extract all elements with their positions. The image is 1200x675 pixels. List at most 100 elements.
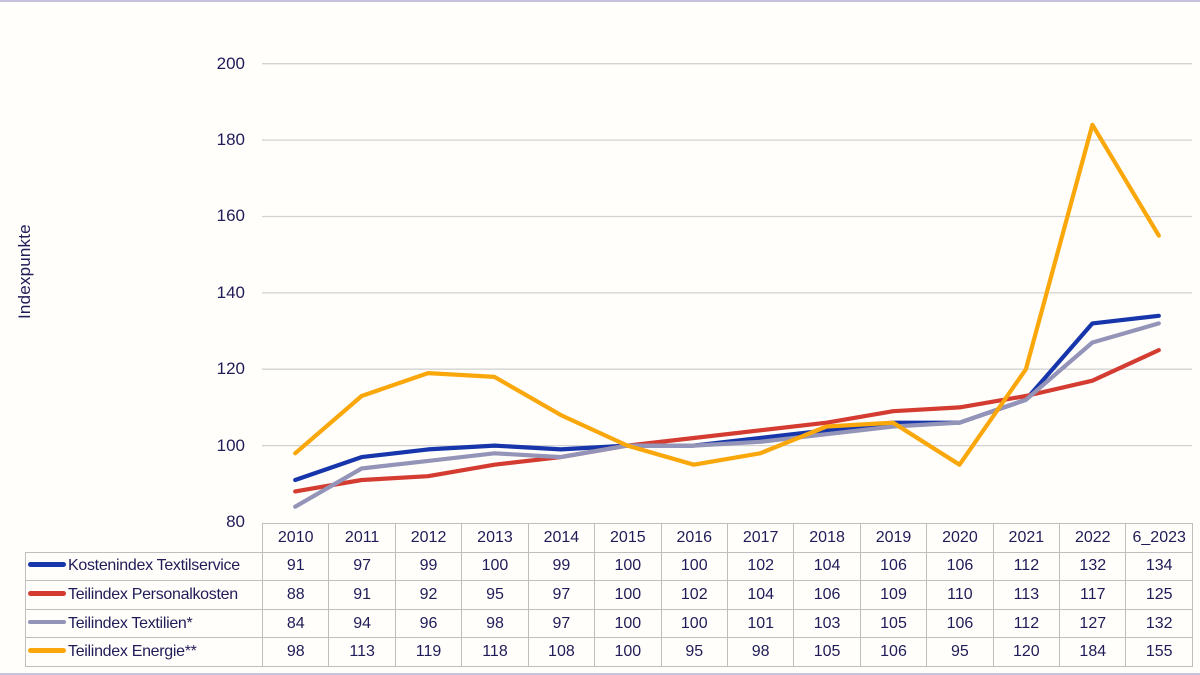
series-line-3 [293,122,1161,467]
value-cell: 118 [461,637,529,667]
y-axis-tick-label: 160 [216,206,245,226]
value-cell: 112 [992,608,1061,639]
value-cell: 100 [660,551,728,582]
year-header-cell: 2016 [660,523,728,553]
y-axis-tick-label: 180 [216,130,245,150]
value-cell: 102 [726,551,795,582]
y-axis-tick-label: 100 [216,435,245,455]
value-cell: 106 [793,580,861,610]
legend-label: Teilindex Personalkosten [68,585,238,603]
table-row: Kostenindex Textilservice 91 97 99 100 99 100 1… [25,551,1193,582]
value-cell: 100 [461,551,529,582]
value-cell: 98 [726,637,795,667]
value-cell: 105 [859,608,928,639]
table-corner-cell [26,524,263,553]
value-cell: 184 [1059,637,1127,667]
value-cell: 98 [261,637,330,667]
value-cell: 155 [1125,637,1193,667]
legend-swatch [28,562,66,567]
value-cell: 106 [926,608,994,639]
value-cell: 134 [1125,551,1193,582]
value-cell: 98 [461,608,529,639]
year-header-cell: 2017 [726,523,795,553]
value-cell: 106 [926,551,994,582]
value-cell: 104 [793,551,861,582]
value-cell: 100 [660,608,728,639]
value-cell: 102 [660,580,728,610]
legend-swatch [28,591,66,596]
legend-cell: Teilindex Textilien* [25,608,263,639]
year-header-cell: 2014 [527,523,596,553]
series-line-1 [293,348,1161,494]
value-cell: 113 [992,580,1061,610]
value-cell: 104 [726,580,795,610]
year-header-cell: 2022 [1059,523,1127,553]
value-cell: 112 [992,551,1061,582]
value-cell: 99 [527,551,596,582]
value-cell: 117 [1059,580,1127,610]
value-cell: 100 [594,580,662,610]
value-cell: 95 [461,580,529,610]
year-header-cell: 2019 [859,523,928,553]
legend-cell: Teilindex Personalkosten [25,580,263,610]
table-header-row: 2010 2011 2012 2013 2014 2015 2016 2017 2018 2019… [26,523,1193,553]
legend-label: Teilindex Energie** [68,643,197,661]
year-header-cell: 2011 [328,523,396,553]
value-cell: 127 [1059,608,1127,639]
y-axis-tick-label: 200 [216,53,245,73]
value-cell: 132 [1125,608,1193,639]
y-axis-title: Indexpunkte [15,224,34,320]
table-row: Teilindex Energie** 98 113 119 118 108 100 95 98… [25,637,1193,667]
legend-cell: Kostenindex Textilservice [25,551,263,582]
year-header-cell: 2015 [594,523,662,553]
value-cell: 105 [793,637,861,667]
data-table: 2010 2011 2012 2013 2014 2015 2016 2017 2018 2019… [25,523,1193,667]
value-cell: 100 [594,637,662,667]
value-cell: 100 [594,608,662,639]
legend-label: Kostenindex Textilservice [68,557,240,575]
y-axis-tick-label: 140 [216,282,245,302]
value-cell: 91 [328,580,396,610]
value-cell: 88 [261,580,330,610]
legend-swatch [28,648,66,653]
value-cell: 103 [793,608,861,639]
year-header-cell: 2012 [394,523,463,553]
value-cell: 97 [527,608,596,639]
series-line-2 [293,321,1161,509]
year-header-cell: 2018 [793,523,861,553]
value-cell: 120 [992,637,1061,667]
year-header-cell: 6_2023 [1125,523,1193,553]
year-header-cell: 2013 [461,523,529,553]
value-cell: 100 [594,551,662,582]
value-cell: 97 [328,551,396,582]
legend-label: Teilindex Textilien* [68,614,193,632]
value-cell: 84 [261,608,330,639]
value-cell: 91 [261,551,330,582]
table-row: Teilindex Textilien* 84 94 96 98 97 100 100 101 1… [25,608,1193,639]
table-row: Teilindex Personalkosten 88 91 92 95 97 100 102… [25,580,1193,610]
value-cell: 125 [1125,580,1193,610]
value-cell: 97 [527,580,596,610]
legend-cell: Teilindex Energie** [25,637,263,667]
y-axis-tick-label: 80 [226,512,245,531]
year-header-cell: 2021 [992,523,1061,553]
value-cell: 94 [328,608,396,639]
value-cell: 110 [926,580,994,610]
value-cell: 99 [394,551,463,582]
year-header-cell: 2020 [926,523,994,553]
value-cell: 109 [859,580,928,610]
value-cell: 96 [394,608,463,639]
value-cell: 132 [1059,551,1127,582]
value-cell: 113 [328,637,396,667]
value-cell: 95 [660,637,728,667]
legend-swatch [28,619,66,625]
value-cell: 106 [859,551,928,582]
value-cell: 95 [926,637,994,667]
value-cell: 106 [859,637,928,667]
year-header-cell: 2010 [261,523,330,553]
value-cell: 92 [394,580,463,610]
value-cell: 119 [394,637,463,667]
value-cell: 108 [527,637,596,667]
value-cell: 101 [726,608,795,639]
